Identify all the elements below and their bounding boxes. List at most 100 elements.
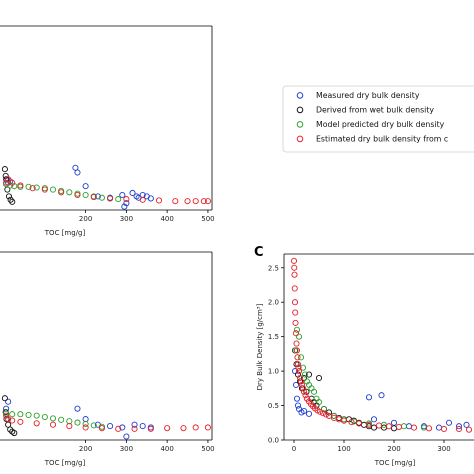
- data-point: [204, 424, 211, 431]
- y-tick-label: 0.5: [268, 402, 279, 410]
- data-point: [294, 371, 302, 378]
- data-point: [192, 198, 199, 205]
- data-point: [400, 423, 408, 430]
- data-point: [385, 423, 393, 430]
- data-point: [94, 193, 101, 200]
- x-tick-label: 400: [160, 215, 173, 223]
- data-point: [41, 186, 48, 193]
- data-point: [17, 418, 24, 425]
- data-point: [303, 378, 311, 385]
- data-point: [33, 184, 40, 191]
- data-point: [310, 388, 318, 395]
- data-point: [131, 421, 138, 428]
- data-point: [25, 411, 32, 418]
- data-point: [5, 398, 12, 405]
- data-point: [5, 416, 12, 423]
- data-point: [300, 388, 308, 395]
- data-point: [295, 364, 302, 371]
- data-point: [9, 179, 16, 186]
- data-point: [204, 198, 211, 205]
- panel-bottom-left: 200 300 400 500 TOC [mg/g]: [0, 251, 215, 467]
- data-point: [293, 326, 301, 333]
- data-point: [3, 179, 10, 186]
- data-point: [293, 340, 300, 347]
- data-point: [365, 394, 373, 401]
- data-point: [455, 425, 463, 433]
- data-point: [322, 411, 330, 418]
- data-point: [115, 196, 122, 203]
- data-point: [350, 418, 358, 425]
- data-point: [5, 421, 12, 428]
- data-point: [410, 424, 418, 431]
- data-point: [115, 425, 122, 432]
- data-point: [303, 388, 310, 395]
- data-point: [107, 195, 114, 202]
- data-point: [319, 410, 327, 417]
- data-point: [82, 416, 89, 423]
- data-point: [390, 425, 398, 432]
- panel-c: C 0 100 200 300 0.0 0.5 1.0 1.5 2.0 2.5 TOC [mg/g…: [254, 245, 474, 467]
- data-point: [293, 347, 301, 354]
- data-point: [292, 330, 300, 337]
- data-point: [390, 419, 398, 426]
- data-point: [192, 424, 199, 431]
- data-point: [49, 186, 57, 193]
- data-point: [82, 420, 89, 428]
- x-tick-label: 100: [337, 445, 350, 453]
- data-point: [49, 415, 57, 422]
- panel-b-x-axis-label: TOC [mg/g]: [44, 459, 86, 467]
- data-point: [435, 424, 443, 431]
- data-point: [82, 191, 89, 199]
- data-point: [66, 189, 73, 196]
- panel-a-x-axis-label: TOC [mg/g]: [44, 229, 86, 237]
- x-tick-label: 200: [79, 215, 92, 223]
- x-tick-label: 400: [160, 445, 173, 453]
- data-point: [291, 299, 299, 306]
- data-point: [294, 361, 302, 368]
- y-tick-label: 2.0: [268, 299, 279, 307]
- data-point: [123, 196, 130, 203]
- series-3: [3, 176, 211, 205]
- data-point: [292, 309, 299, 316]
- data-point: [375, 422, 383, 429]
- data-point: [291, 264, 298, 271]
- legend: Measured dry bulk density Derived from we…: [282, 85, 474, 153]
- x-tick-label: 500: [201, 445, 214, 453]
- data-point: [296, 374, 304, 382]
- data-point: [74, 169, 81, 176]
- data-point: [139, 423, 146, 430]
- data-point: [180, 425, 187, 432]
- data-point: [5, 193, 13, 200]
- legend-marker: [296, 135, 304, 143]
- data-point: [320, 405, 328, 413]
- data-point: [123, 200, 130, 207]
- panel-b-points: [1, 395, 211, 440]
- y-tick-label: 1.5: [268, 333, 279, 341]
- data-point: [309, 403, 317, 410]
- data-point: [305, 410, 313, 417]
- legend-box: [282, 85, 474, 153]
- data-point: [155, 197, 163, 204]
- data-point: [11, 429, 18, 437]
- data-point: [119, 424, 126, 431]
- data-point: [9, 417, 16, 424]
- data-point: [291, 285, 298, 292]
- data-point: [295, 368, 303, 375]
- data-point: [299, 385, 307, 392]
- data-point: [107, 423, 114, 430]
- data-point: [340, 417, 348, 424]
- data-point: [147, 425, 154, 432]
- x-tick-label: 200: [79, 445, 92, 453]
- data-point: [405, 423, 413, 430]
- series-0: [291, 368, 470, 431]
- data-point: [395, 423, 403, 430]
- data-point: [74, 191, 81, 199]
- series-0: [3, 164, 154, 210]
- data-point: [300, 408, 308, 415]
- data-point: [74, 419, 81, 426]
- data-point: [305, 371, 313, 378]
- panel-c-letter: C: [254, 245, 264, 260]
- data-point: [98, 425, 105, 432]
- panel-c-ticks: 0 100 200 300 0.0 0.5 1.0 1.5 2.0 2.5: [268, 264, 451, 453]
- data-point: [29, 185, 36, 192]
